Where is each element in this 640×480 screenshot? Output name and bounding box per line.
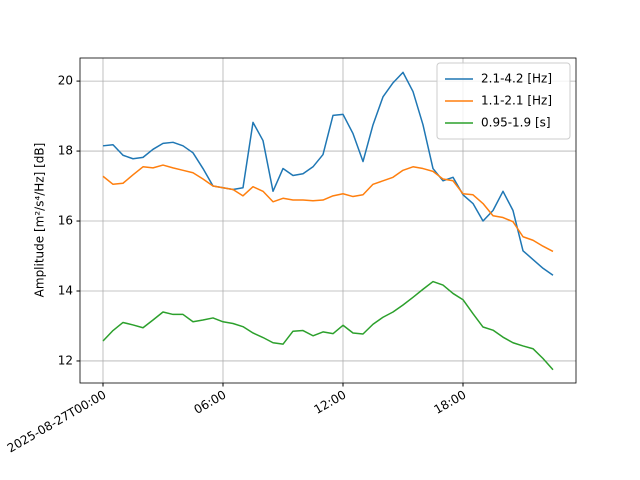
data-line — [102, 71, 554, 276]
y-tick-label: 14 — [58, 283, 73, 297]
y-tick-label: 12 — [58, 353, 73, 367]
data-line — [102, 164, 554, 253]
x-tick-label: 2025-08-27T00:00 — [5, 387, 109, 455]
legend-label: 2.1-4.2 [Hz] — [481, 72, 552, 86]
data-line — [102, 280, 554, 371]
x-tick-label: 06:00 — [192, 387, 229, 416]
legend-box — [436, 62, 571, 140]
y-tick-label: 20 — [58, 74, 73, 88]
y-axis-label: Amplitude [m²/s⁴/Hz] [dB] — [33, 143, 47, 298]
plot-frame — [79, 57, 577, 384]
legend-label: 1.1-2.1 [Hz] — [481, 94, 552, 108]
legend: 2.1-4.2 [Hz] 1.1-2.1 [Hz] 0.95-1.9 [s] — [436, 62, 571, 140]
x-tick-label: 18:00 — [432, 387, 469, 416]
x-tick-label: 12:00 — [312, 387, 349, 416]
y-tick-label: 18 — [58, 144, 73, 158]
legend-label: 0.95-1.9 [s] — [481, 116, 551, 130]
y-tick-label: 16 — [58, 214, 73, 228]
